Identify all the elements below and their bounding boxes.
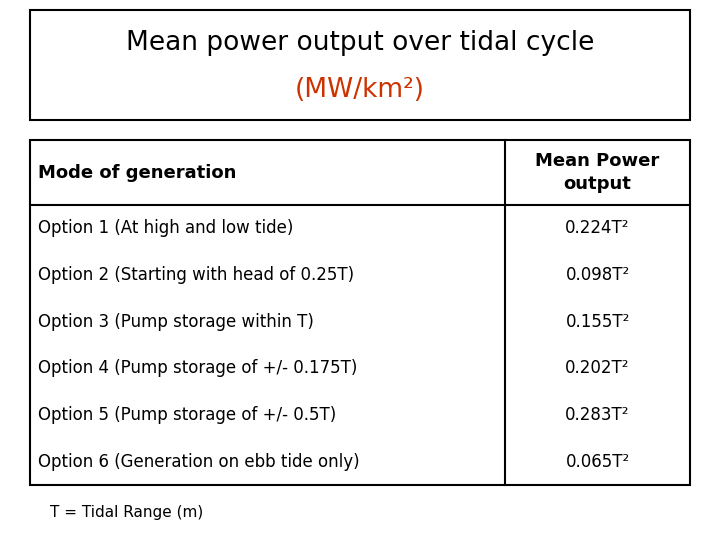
Text: 0.283T²: 0.283T² (565, 406, 630, 424)
Text: Option 2 (Starting with head of 0.25T): Option 2 (Starting with head of 0.25T) (38, 266, 354, 284)
Text: 0.224T²: 0.224T² (565, 219, 630, 238)
Text: 0.098T²: 0.098T² (565, 266, 630, 284)
Bar (30, 140, 690, 485)
Text: Option 4 (Pump storage of +/- 0.175T): Option 4 (Pump storage of +/- 0.175T) (38, 359, 357, 377)
Text: Option 5 (Pump storage of +/- 0.5T): Option 5 (Pump storage of +/- 0.5T) (38, 406, 336, 424)
Text: Mode of generation: Mode of generation (38, 164, 236, 181)
Bar (30, 10, 690, 120)
Text: 0.065T²: 0.065T² (565, 453, 630, 471)
Text: Mean power output over tidal cycle: Mean power output over tidal cycle (126, 30, 594, 56)
Text: Option 1 (At high and low tide): Option 1 (At high and low tide) (38, 219, 293, 238)
Text: Option 6 (Generation on ebb tide only): Option 6 (Generation on ebb tide only) (38, 453, 359, 471)
Text: (MW/km²): (MW/km²) (295, 77, 425, 103)
Text: 0.202T²: 0.202T² (565, 359, 630, 377)
Text: T = Tidal Range (m): T = Tidal Range (m) (50, 504, 203, 519)
Text: 0.155T²: 0.155T² (565, 313, 630, 330)
Text: Mean Power
output: Mean Power output (536, 152, 660, 193)
Text: Option 3 (Pump storage within T): Option 3 (Pump storage within T) (38, 313, 314, 330)
